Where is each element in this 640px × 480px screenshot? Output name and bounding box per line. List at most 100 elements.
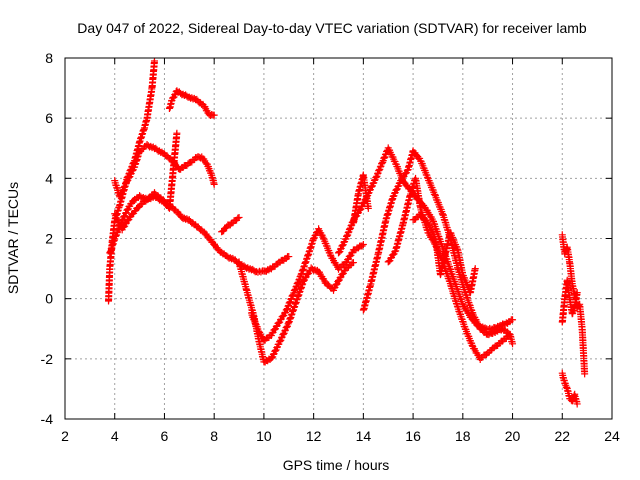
x-tick-label: 10 (256, 428, 272, 444)
x-tick-label: 12 (306, 428, 322, 444)
data-point (276, 316, 284, 324)
data-point (573, 289, 581, 297)
data-point (210, 180, 218, 188)
data-point (281, 327, 289, 335)
data-point (173, 129, 181, 137)
data-point (151, 57, 159, 65)
data-point (337, 245, 345, 253)
data-point (358, 242, 366, 250)
data-point (275, 319, 283, 327)
data-point (118, 187, 126, 195)
series-arc-h (247, 225, 367, 344)
y-tick-label: 6 (45, 110, 53, 126)
x-tick-label: 22 (554, 428, 570, 444)
data-point (274, 319, 282, 327)
data-point (116, 190, 124, 198)
data-point (360, 199, 368, 207)
data-point (301, 274, 309, 282)
x-axis-label: GPS time / hours (283, 457, 390, 473)
data-point (364, 204, 372, 212)
data-point (120, 223, 128, 231)
data-point (385, 257, 393, 265)
series-arc-g (235, 258, 357, 366)
data-point (369, 179, 377, 187)
data-point (339, 270, 347, 278)
data-point (279, 331, 287, 339)
data-point (403, 166, 411, 174)
data-point (300, 277, 308, 285)
y-tick-label: 0 (45, 291, 53, 307)
series-arc-b (165, 87, 218, 120)
data-point (267, 354, 275, 362)
data-point (471, 265, 479, 273)
data-point (268, 329, 276, 337)
data-point (581, 370, 589, 378)
data-point (283, 323, 291, 331)
data-point (120, 183, 128, 191)
data-point (402, 169, 410, 177)
series-arc-f (218, 213, 243, 236)
y-tick-label: 8 (45, 50, 53, 66)
data-point (210, 111, 218, 119)
data-point (276, 337, 284, 345)
data-point (278, 313, 286, 321)
y-tick-label: 4 (45, 170, 53, 186)
x-tick-label: 8 (210, 428, 218, 444)
x-tick-labels: 2 4 6 8 10 12 14 16 18 20 22 24 (61, 428, 620, 444)
data-point (388, 251, 396, 259)
data-point (338, 242, 346, 250)
x-tick-label: 18 (455, 428, 471, 444)
data-point (338, 271, 346, 279)
data-point (277, 334, 285, 342)
data-point (285, 253, 293, 261)
data-point (394, 182, 402, 190)
data-point (346, 252, 354, 260)
data-point (272, 322, 280, 330)
data-point (257, 268, 265, 276)
data-point (268, 353, 276, 361)
data-point (367, 183, 375, 191)
data-point (335, 249, 342, 257)
data-point (279, 312, 287, 320)
data-point (509, 316, 517, 324)
data-point (270, 326, 278, 334)
data-point (368, 183, 376, 191)
data-point (389, 251, 397, 259)
data-point (359, 241, 367, 249)
x-tick-label: 4 (111, 428, 119, 444)
data-point (122, 209, 130, 217)
y-tick-labels: -4 -2 0 2 4 6 8 (41, 50, 54, 427)
series-arc-o (558, 276, 581, 326)
x-tick-label: 20 (505, 428, 521, 444)
data-point (123, 177, 131, 185)
data-point (235, 213, 243, 221)
series-arc-p (558, 369, 581, 408)
data-point (269, 350, 277, 358)
data-point (339, 241, 347, 249)
data-point (401, 170, 409, 178)
x-tick-label: 2 (61, 428, 69, 444)
data-point (336, 274, 344, 282)
data-point (384, 258, 392, 266)
data-point (387, 254, 395, 262)
data-point (128, 167, 136, 175)
y-axis-label: SDTVAR / TECUs (5, 182, 21, 294)
data-point (391, 189, 399, 197)
series-arc-c (111, 141, 218, 201)
data-point (393, 186, 401, 194)
points-layer (105, 57, 589, 408)
x-tick-label: 6 (161, 428, 169, 444)
series-arc-m (349, 171, 372, 227)
data-point (120, 212, 128, 220)
data-point (335, 248, 343, 256)
x-tick-label: 14 (356, 428, 372, 444)
data-point (271, 325, 279, 333)
data-point (349, 259, 357, 267)
data-point (342, 259, 350, 267)
data-point (282, 324, 290, 332)
data-point (202, 159, 210, 167)
data-point (124, 216, 132, 224)
data-point (234, 214, 242, 222)
data-point (344, 256, 352, 264)
